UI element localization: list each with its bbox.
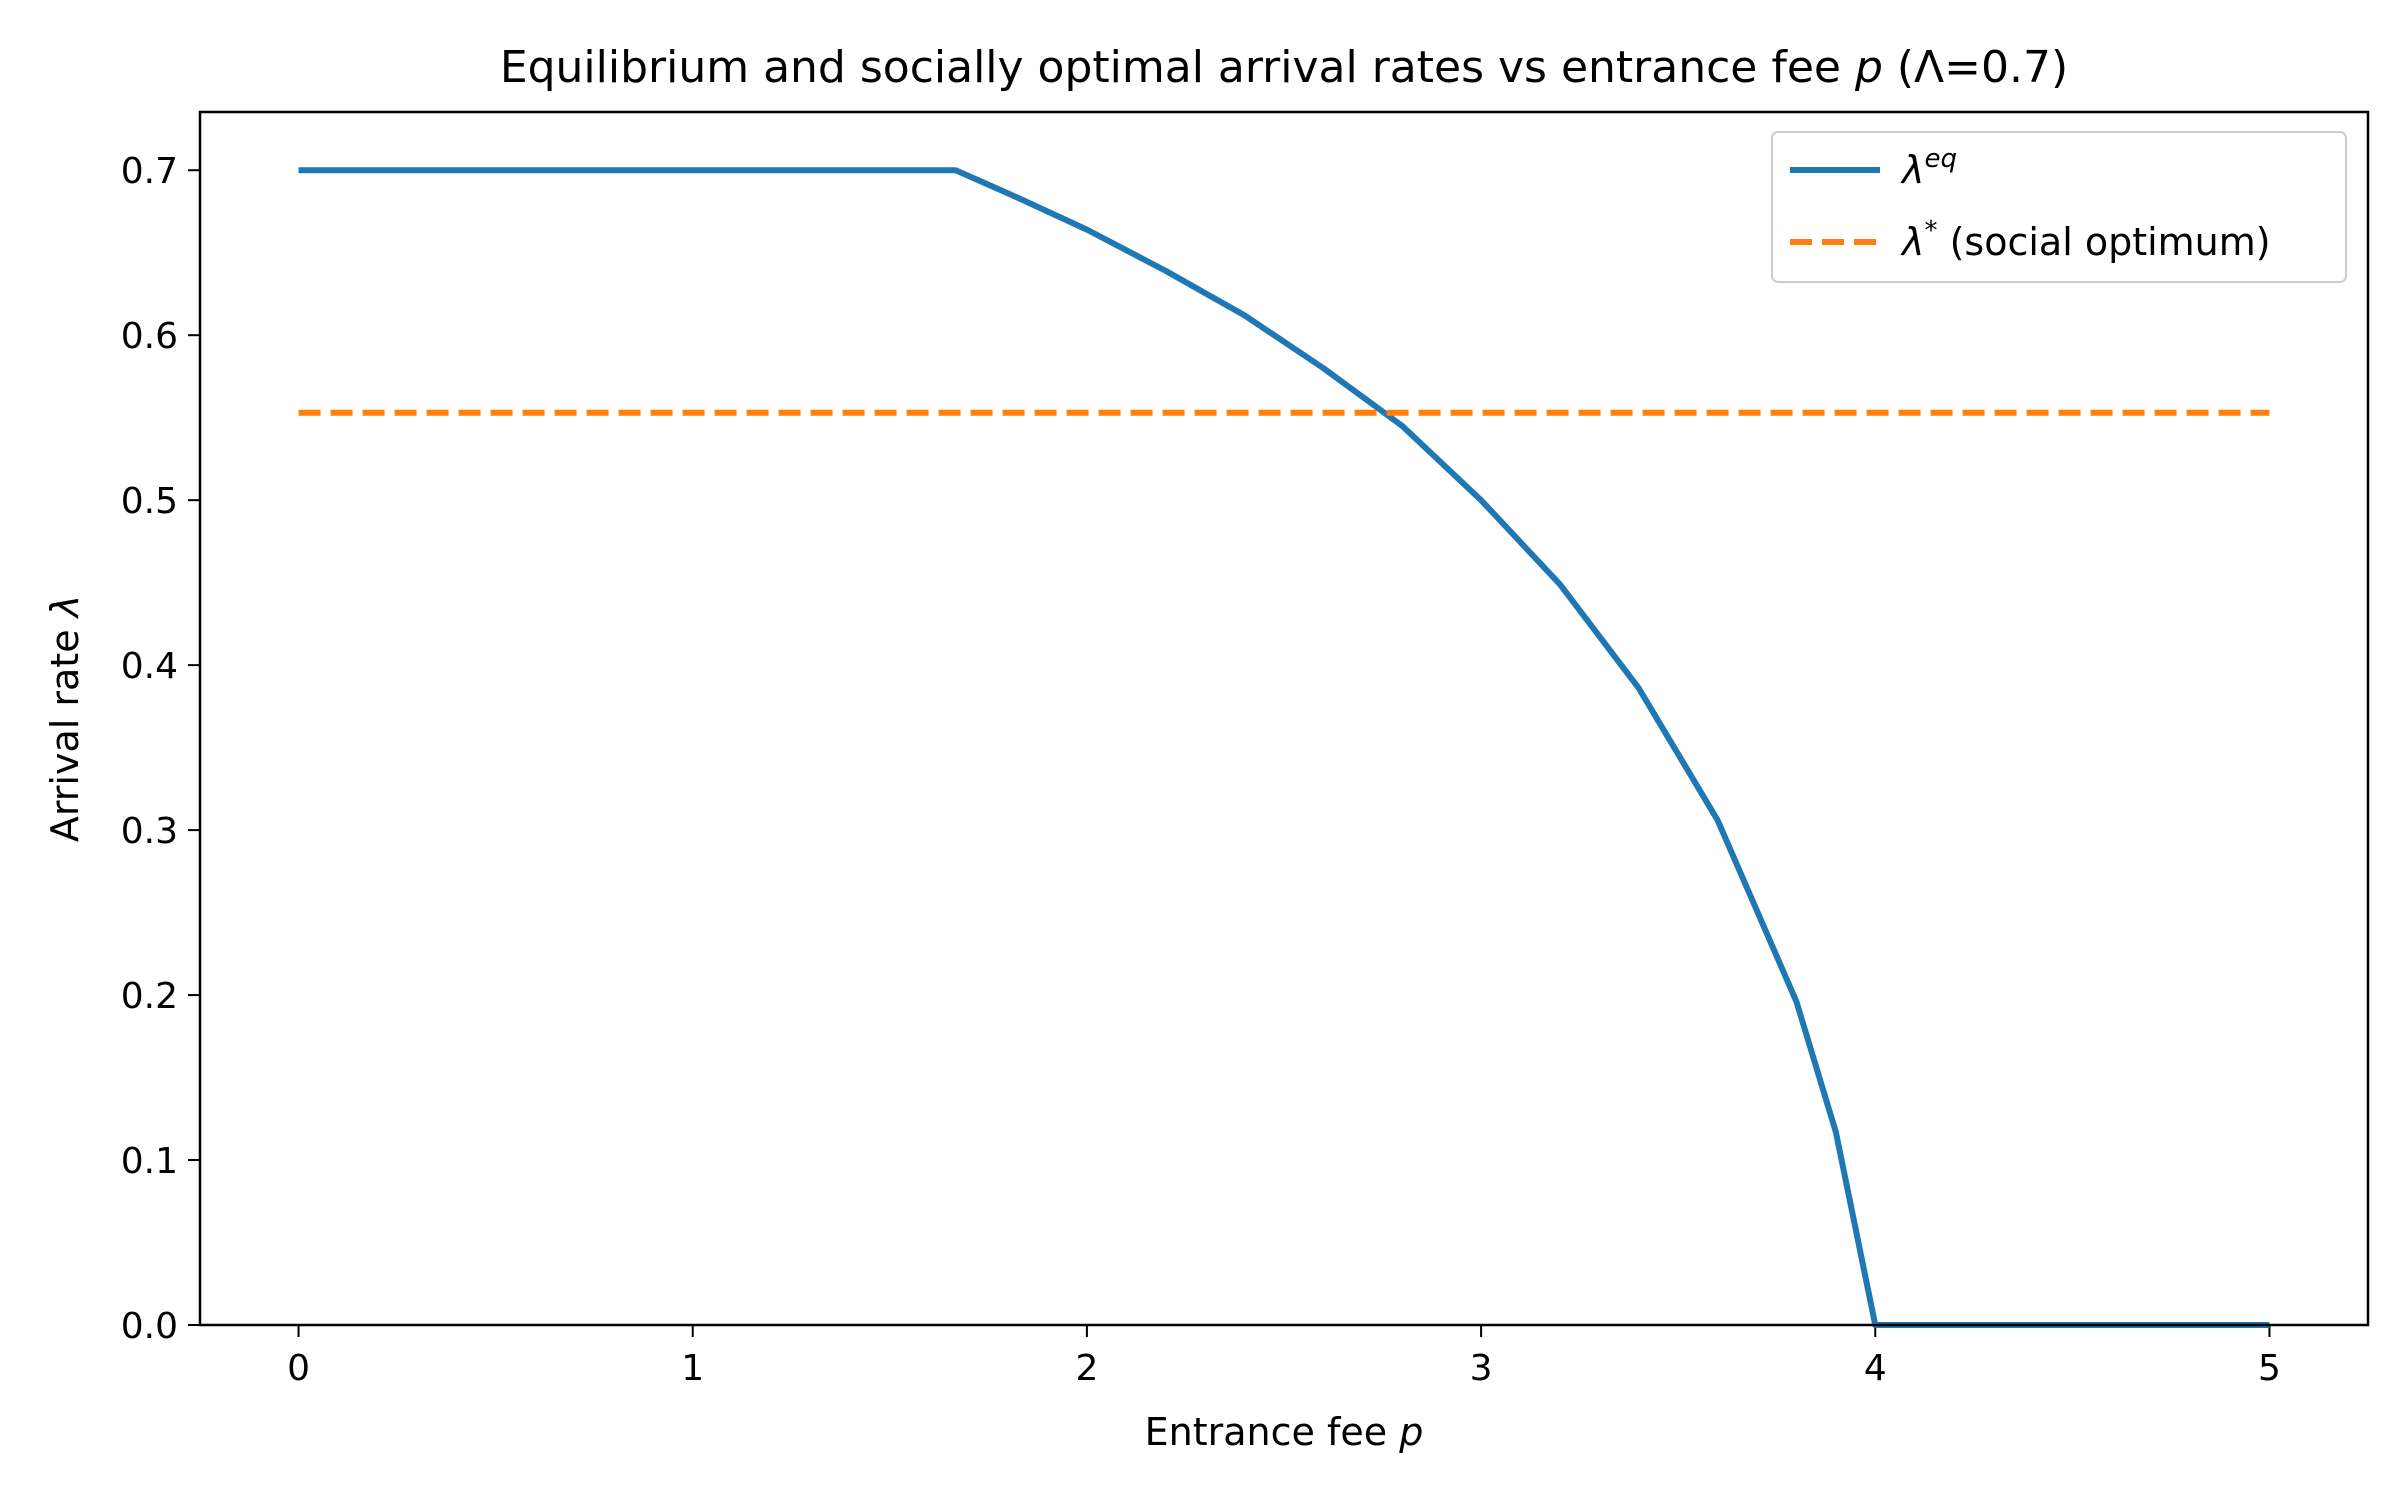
chart-title: Equilibrium and socially optimal arrival…	[500, 42, 2068, 93]
y-tick-label: 0.3	[121, 811, 178, 852]
y-tick-label: 0.7	[121, 151, 178, 192]
y-axis-label: Arrival rate λ	[43, 595, 87, 842]
legend-label-equilibrium: λeq	[1900, 144, 1957, 192]
x-tick-label: 0	[287, 1348, 310, 1389]
legend-box	[1771, 131, 2347, 283]
x-tick-label: 5	[2258, 1348, 2281, 1389]
series-line-equilibrium	[298, 167, 2270, 1328]
y-tick-label: 0.5	[121, 481, 178, 522]
x-tick-label: 2	[1075, 1348, 1098, 1389]
axis-ticks: 0 1 2 3 4 5 0.0 0.1 0.2 0.3 0.4 0.5 0.6 0.7	[121, 151, 2281, 1389]
legend: λeq λ* (social optimum)	[1771, 131, 2347, 283]
y-tick-label: 0.4	[121, 646, 178, 687]
x-tick-label: 4	[1864, 1348, 1887, 1389]
x-tick-label: 1	[681, 1348, 704, 1389]
axis-labels: Entrance fee p Arrival rate λ	[43, 595, 1423, 1454]
series-lines	[298, 167, 2270, 1328]
y-tick-label: 0.0	[121, 1306, 178, 1347]
axes-frame-group	[198, 110, 2370, 1327]
y-tick-label: 0.1	[121, 1141, 178, 1182]
x-tick-label: 3	[1470, 1348, 1493, 1389]
axes-frame	[198, 110, 2370, 1327]
legend-label-social-optimum: λ* (social optimum)	[1900, 216, 2271, 264]
chart-title-group: Equilibrium and socially optimal arrival…	[500, 42, 2068, 93]
x-axis-label: Entrance fee p	[1145, 1410, 1424, 1454]
y-tick-label: 0.2	[121, 976, 178, 1017]
y-tick-label: 0.6	[121, 316, 178, 357]
